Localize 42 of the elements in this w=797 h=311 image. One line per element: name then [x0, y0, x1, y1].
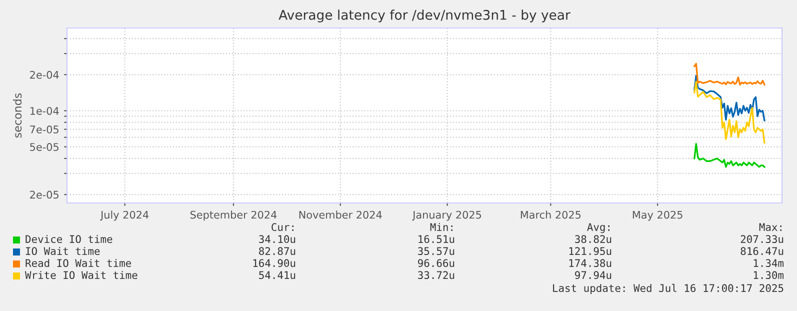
text: Min: — [430, 222, 452, 231]
text: Cur: — [272, 223, 294, 232]
y-tick-label: 7e-05 — [30, 126, 58, 134]
x-tick-label: September 2024 — [190, 210, 277, 221]
y-tick-label: 2e-04 — [30, 70, 59, 79]
y-tick-label: 1e-04 — [30, 106, 59, 115]
x-tick-label: November 2024 — [299, 210, 382, 219]
line-series — [694, 142, 766, 168]
legend-label: IO Wait time — [26, 246, 100, 256]
text: Avg: — [587, 223, 610, 234]
line-series — [694, 74, 766, 122]
legend-label: Read IO Wait time — [26, 258, 131, 268]
text: 97.94u — [575, 271, 612, 280]
line-series — [694, 62, 766, 86]
x-tick-label: July 2024 — [100, 210, 149, 221]
text: 38.82u — [575, 235, 612, 244]
text: 816.47u — [740, 247, 784, 256]
text: 35.57u — [418, 247, 454, 256]
chart-title: Average latency for /dev/nvme3n1 - by year — [278, 10, 570, 22]
text: 207.33u — [740, 235, 784, 244]
x-tick-label: March 2025 — [520, 210, 581, 219]
x-tick-label: May 2025 — [632, 210, 682, 221]
text: 1.30m — [754, 271, 784, 280]
text: 33.72u — [418, 271, 454, 280]
y-tick-label: 5e-05 — [30, 143, 58, 151]
text: 1.34m — [754, 259, 784, 268]
text: 16.51u — [418, 235, 454, 244]
legend-label: Device IO time — [26, 234, 112, 244]
text: 54.41u — [259, 271, 296, 280]
y-axis-title: seconds — [13, 93, 22, 138]
text: 34.10u — [259, 235, 296, 244]
text: 164.90u — [253, 259, 296, 268]
x-tick-label: January 2025 — [412, 210, 482, 221]
legend-label: Write IO Wait time — [25, 270, 138, 280]
line-series — [694, 80, 766, 144]
text: 96.66u — [418, 259, 454, 268]
text: Last update: Wed Jul 16 17:00:17 2025 — [553, 284, 784, 294]
text: Max: — [759, 223, 782, 232]
text: 121.95u — [569, 247, 612, 256]
text: 82.87u — [259, 247, 296, 256]
y-tick-label: 2e-05 — [30, 190, 58, 199]
text: 174.38u — [569, 259, 612, 268]
